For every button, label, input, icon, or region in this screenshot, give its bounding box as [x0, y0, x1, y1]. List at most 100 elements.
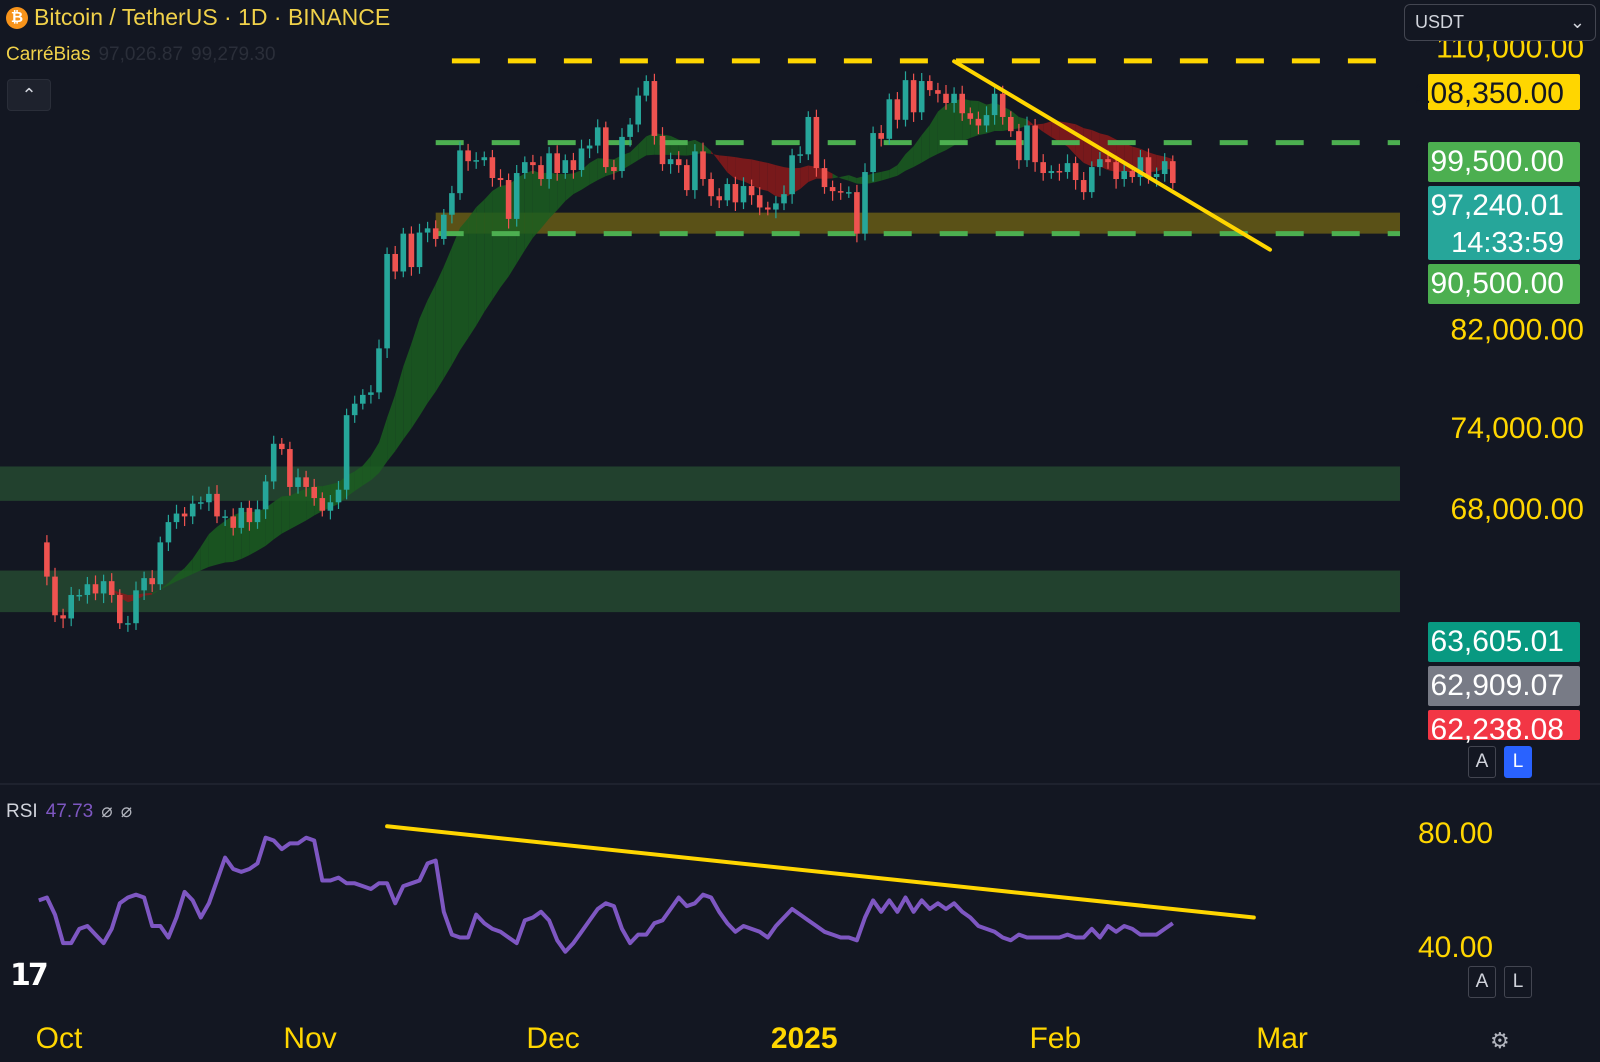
candle-body [76, 594, 83, 597]
candle-body [481, 157, 488, 161]
ma-ribbon-segment [873, 171, 882, 183]
candle-body [44, 542, 50, 577]
candle-body [837, 191, 844, 193]
candle-body [157, 542, 164, 585]
log-scale-button[interactable]: L [1504, 746, 1532, 778]
candle-body [408, 233, 415, 268]
ma-ribbon-segment [443, 247, 452, 379]
candle-body [133, 590, 139, 624]
candle-body [983, 115, 990, 126]
price-axis-label: 82,000.00 [1451, 313, 1584, 346]
ma-ribbon-segment [808, 165, 817, 183]
symbol-header[interactable]: ₿ Bitcoin / TetherUS · 1D · BINANCE [6, 4, 390, 31]
ma-ribbon-segment [484, 190, 493, 312]
ma-ribbon-segment [889, 165, 898, 179]
ma-ribbon-segment [411, 318, 420, 429]
ma-ribbon-segment [395, 366, 404, 452]
ma-ribbon-segment [524, 170, 533, 251]
candle-body [643, 81, 650, 96]
x-axis-label: Feb [1029, 1022, 1081, 1055]
ma-ribbon-segment [208, 526, 217, 567]
gear-icon[interactable]: ⚙ [1490, 1028, 1510, 1053]
candle-body [1056, 171, 1063, 173]
ma-ribbon-segment [281, 495, 290, 534]
rsi-symbol-2: ⌀ [120, 801, 133, 822]
ma-ribbon-segment [468, 207, 477, 339]
candle-body [368, 392, 374, 395]
ma-ribbon-segment [735, 157, 744, 182]
candle-body [894, 99, 901, 120]
candle-body [651, 81, 658, 136]
candle-body [60, 615, 66, 619]
candle-body [1105, 159, 1111, 163]
price-badge-bg [1428, 142, 1580, 182]
candle-body [530, 162, 536, 166]
price-badge-value: 62,909.07 [1431, 669, 1564, 702]
ma-ribbon-segment [929, 111, 938, 158]
rsi-legend[interactable]: RSI 47.73 ⌀ ⌀ [6, 800, 132, 823]
candle-body [951, 93, 957, 103]
price-badge-value: 90,500.00 [1431, 267, 1564, 300]
candle-body [943, 93, 949, 103]
price-axis-label: 74,000.00 [1451, 412, 1584, 445]
symbol-title: Bitcoin / TetherUS · 1D · BINANCE [34, 4, 391, 30]
ma-ribbon-segment [249, 511, 258, 556]
ma-ribbon-segment [881, 170, 890, 181]
rsi-auto-scale-button[interactable]: A [1468, 966, 1496, 998]
indicator-name: CarréBias [6, 44, 91, 65]
candle-body [675, 159, 682, 166]
ma-ribbon-segment [184, 558, 193, 578]
candle-body [384, 253, 390, 349]
currency-select[interactable]: USDT ⌄ [1404, 4, 1596, 41]
candle-body [432, 228, 439, 239]
candle-body [1008, 116, 1014, 132]
ma-ribbon-segment [549, 172, 558, 219]
indicator-value-2: 99,279.30 [191, 44, 276, 65]
candle-body [1161, 161, 1168, 175]
rsi-log-scale-button[interactable]: L [1504, 966, 1532, 998]
candle-body [319, 498, 326, 511]
ma-ribbon-segment [144, 592, 153, 596]
candle-body [392, 253, 398, 272]
indicator-value-1: 97,026.87 [98, 44, 184, 65]
candle-body [125, 623, 131, 625]
candle-body [805, 116, 812, 155]
ma-ribbon-segment [694, 139, 703, 155]
candle-body [52, 576, 58, 616]
ma-ribbon-segment [387, 394, 396, 462]
auto-scale-button[interactable]: A [1468, 746, 1496, 778]
candle-body [562, 160, 569, 174]
candle-body [603, 127, 609, 168]
candle-body [449, 193, 455, 215]
tradingview-logo-icon: 17 [10, 958, 49, 993]
candle-body [910, 80, 917, 113]
collapse-legend-button[interactable]: ⌃ [7, 79, 51, 111]
candle-body [270, 443, 277, 482]
candle-body [886, 99, 893, 139]
ma-ribbon-segment [419, 300, 428, 416]
ma-ribbon-segment [775, 165, 784, 198]
price-trendline-1 [952, 59, 1272, 252]
candle-body [424, 228, 431, 233]
candle-body [740, 186, 747, 203]
candle-body [100, 581, 107, 594]
candle-body [327, 502, 334, 511]
ma-ribbon-segment [200, 534, 209, 571]
ma-ribbon-segment [759, 161, 768, 192]
price-badge-bg [1428, 666, 1580, 706]
candle-body [1032, 125, 1038, 163]
price-badge-4: 90,500.00 [1428, 264, 1580, 304]
indicator-legend[interactable]: CarréBias 97,026.87 99,279.30 [6, 44, 276, 66]
candle-body [959, 93, 965, 114]
ma-ribbon-segment [743, 158, 752, 185]
ma-ribbon-segment [848, 175, 857, 184]
candle-body [214, 493, 220, 517]
candle-body [230, 516, 236, 528]
ma-ribbon-segment [711, 151, 720, 162]
candle-body [222, 516, 228, 518]
price-badge-value: 97,240.01 [1431, 189, 1564, 222]
candle-body [878, 133, 884, 139]
ma-ribbon-segment [379, 417, 388, 473]
candle-body [846, 192, 852, 194]
